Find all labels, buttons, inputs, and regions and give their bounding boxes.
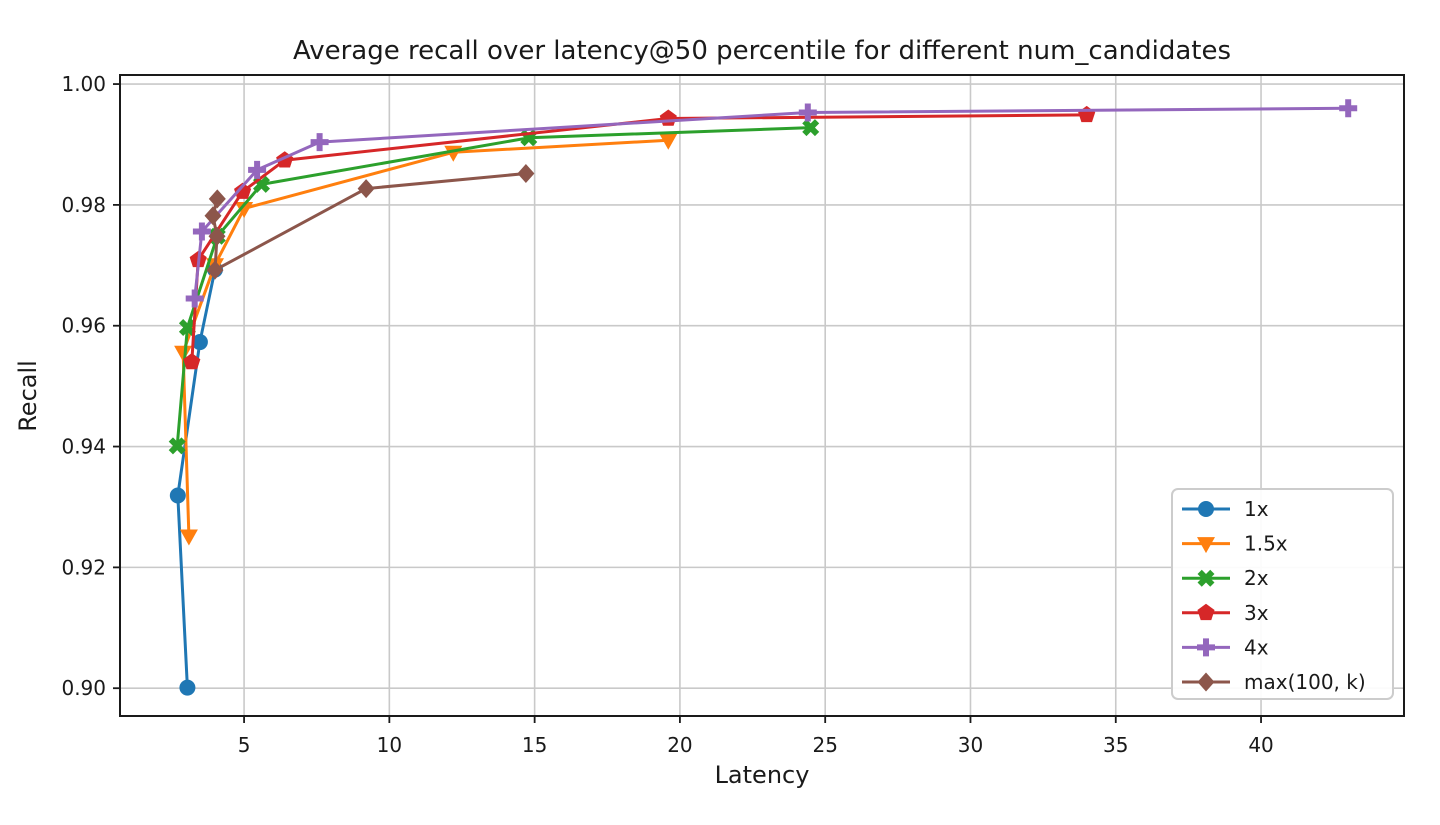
x-tick-label: 15 bbox=[522, 733, 547, 757]
diamond-marker bbox=[517, 164, 535, 183]
legend-box bbox=[1171, 488, 1394, 700]
series-line bbox=[181, 138, 670, 538]
series-4x bbox=[185, 99, 1358, 308]
x-tick-label: 25 bbox=[812, 733, 837, 757]
axes-layer: 5 10 15 20 25 30 35 40 0.90 0.92 0.94 0.96 0.98 1.00 bbox=[61, 72, 1405, 757]
y-axis-label: Recall bbox=[14, 360, 42, 432]
y-tick-label: 0.96 bbox=[61, 314, 106, 338]
pentagon-marker bbox=[659, 109, 677, 126]
diamond-marker bbox=[204, 206, 222, 226]
legend-label: 3x bbox=[1244, 601, 1269, 625]
chart-title: Average recall over latency@50 percentil… bbox=[293, 36, 1231, 66]
legend-label: 4x bbox=[1244, 635, 1269, 659]
x-tick-label: 5 bbox=[238, 733, 251, 757]
circle-marker bbox=[1198, 501, 1214, 517]
series-1x bbox=[169, 261, 224, 696]
x-filled-marker bbox=[802, 119, 820, 137]
triangle-down-marker bbox=[235, 202, 254, 218]
y-tick-label: 0.98 bbox=[61, 193, 106, 217]
legend: 1x 1.5x 2x 3x 4x max(100, k) bbox=[1171, 488, 1394, 700]
series-2x bbox=[168, 119, 820, 455]
diamond-marker bbox=[208, 189, 226, 209]
diamond-marker bbox=[208, 226, 226, 246]
plus-filled-marker bbox=[248, 160, 267, 179]
plus-filled-marker bbox=[185, 289, 204, 308]
x-tick-label: 30 bbox=[958, 733, 983, 757]
plus-filled-marker bbox=[192, 222, 211, 241]
legend-item: 1.5x bbox=[1182, 532, 1288, 556]
y-tick-label: 0.94 bbox=[61, 435, 106, 459]
legend-item: max(100, k) bbox=[1182, 670, 1366, 694]
triangle-down-marker bbox=[1197, 537, 1215, 554]
triangle-down-marker bbox=[179, 529, 198, 546]
legend-label: 1.5x bbox=[1244, 532, 1288, 556]
x-filled-marker bbox=[168, 437, 186, 455]
diamond-marker bbox=[1197, 672, 1215, 692]
legend-label: max(100, k) bbox=[1244, 670, 1366, 694]
legend-label: 1x bbox=[1244, 497, 1269, 521]
triangle-down-marker bbox=[174, 345, 193, 362]
legend-item: 3x bbox=[1182, 601, 1269, 625]
legend-item: 4x bbox=[1182, 635, 1269, 659]
circle-marker bbox=[179, 679, 196, 696]
legend-item: 2x bbox=[1182, 566, 1269, 590]
y-tick-label: 1.00 bbox=[61, 72, 106, 96]
x-tick-label: 20 bbox=[667, 733, 692, 757]
legend-label: 2x bbox=[1244, 566, 1269, 590]
x-tick-label: 10 bbox=[377, 733, 402, 757]
pentagon-marker bbox=[1197, 603, 1215, 621]
diamond-marker bbox=[206, 260, 224, 280]
diamond-marker bbox=[357, 179, 375, 199]
x-filled-marker bbox=[1197, 569, 1215, 587]
plot-border bbox=[119, 74, 1405, 717]
pentagon-marker bbox=[234, 182, 252, 199]
plus-filled-marker bbox=[310, 133, 329, 152]
series-layer bbox=[168, 99, 1358, 696]
triangle-down-marker bbox=[659, 133, 678, 150]
plus-filled-marker bbox=[798, 103, 817, 122]
series-1-5x bbox=[174, 133, 678, 546]
plus-filled-marker bbox=[1197, 638, 1215, 657]
series-line bbox=[193, 106, 1350, 300]
x-tick-label: 35 bbox=[1103, 733, 1128, 757]
series-max-100-k- bbox=[204, 164, 535, 280]
y-tick-label: 0.90 bbox=[61, 676, 106, 700]
legend-item: 1x bbox=[1182, 497, 1269, 521]
pentagon-marker bbox=[1078, 105, 1096, 123]
x-filled-marker bbox=[178, 319, 196, 336]
pentagon-marker bbox=[183, 353, 201, 370]
x-tick-label: 40 bbox=[1248, 733, 1273, 757]
circle-marker bbox=[191, 334, 208, 351]
x-axis-label: Latency bbox=[715, 761, 810, 789]
plus-filled-marker bbox=[1339, 99, 1358, 118]
series-line bbox=[175, 126, 813, 448]
circle-marker bbox=[169, 487, 186, 504]
series-line bbox=[176, 268, 217, 690]
y-tick-label: 0.92 bbox=[61, 555, 106, 579]
